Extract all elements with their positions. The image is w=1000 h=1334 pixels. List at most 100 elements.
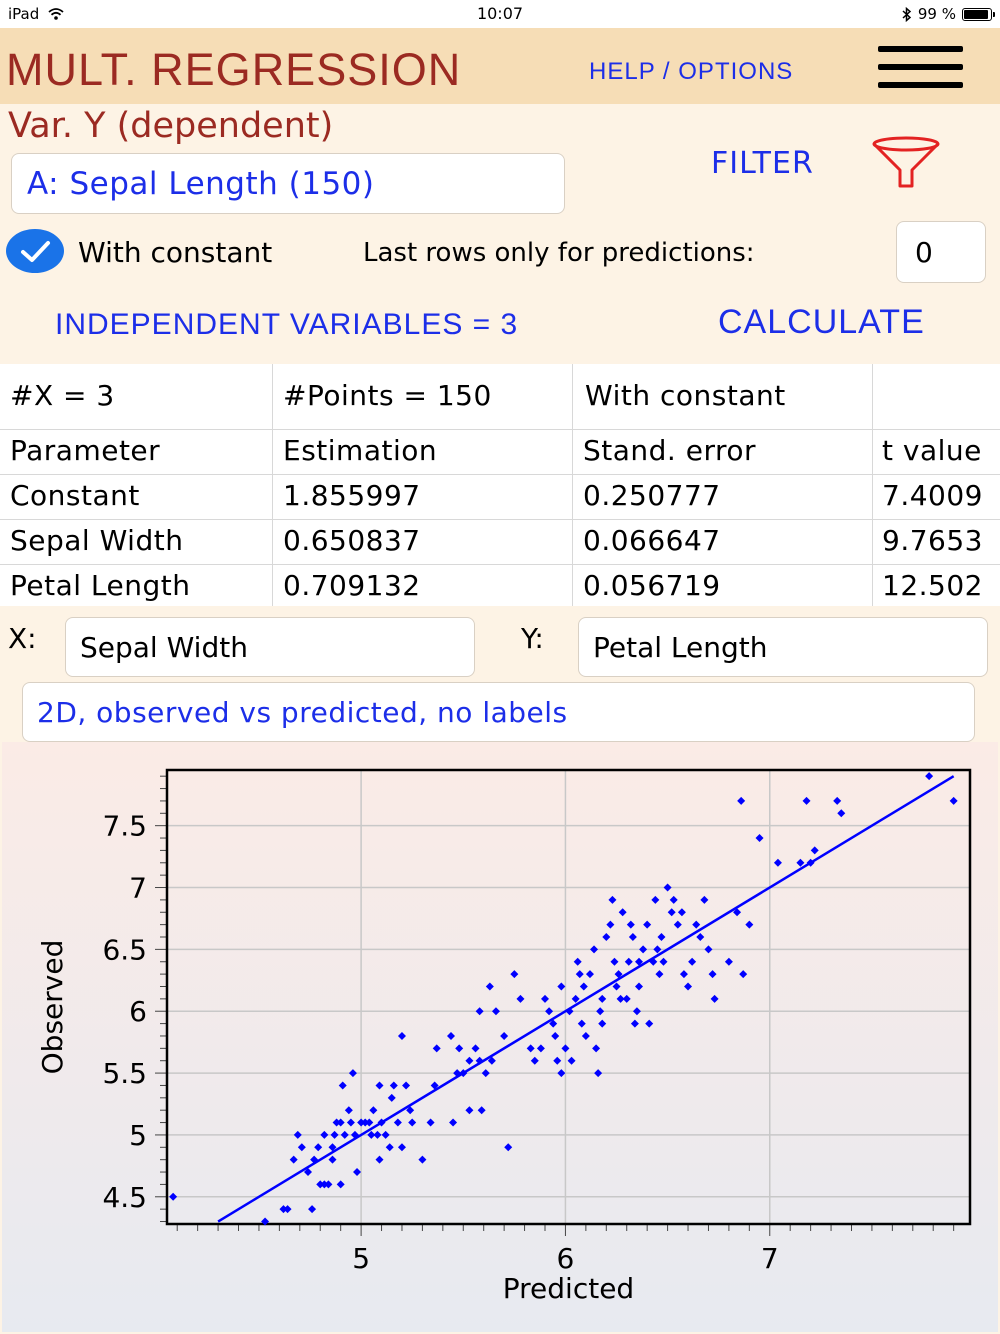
data-point [487, 1056, 496, 1065]
data-point [261, 1217, 270, 1226]
data-point [688, 957, 697, 966]
y-axis-select[interactable]: Petal Length [578, 617, 988, 677]
y-tick-label: 7.5 [102, 810, 147, 843]
x-axis-label: X: [8, 622, 37, 655]
data-point [806, 858, 815, 867]
funnel-icon[interactable] [870, 136, 942, 192]
data-point [303, 1168, 312, 1177]
data-point [455, 1044, 464, 1053]
x-axis-select[interactable]: Sepal Width [65, 617, 475, 677]
data-point [755, 834, 764, 843]
row-constant-name: Constant [10, 479, 140, 512]
data-point [639, 945, 648, 954]
data-point [393, 1118, 402, 1127]
data-point [308, 1205, 317, 1214]
data-point [369, 1106, 378, 1115]
data-point [373, 1130, 382, 1139]
y-variable-select[interactable]: A: Sepal Length (150) [11, 153, 565, 214]
data-point [293, 1130, 302, 1139]
data-point [561, 1044, 570, 1053]
row-sepalwidth-stderr: 0.066647 [583, 524, 721, 557]
data-point [530, 1056, 539, 1065]
data-point [745, 920, 754, 929]
data-point [590, 945, 599, 954]
data-point [594, 1069, 603, 1078]
y-tick-label: 4.5 [102, 1181, 147, 1214]
data-point [418, 1155, 427, 1164]
device-name: iPad [8, 5, 40, 23]
data-point [367, 1130, 376, 1139]
data-point [320, 1130, 329, 1139]
y-tick-label: 5.5 [102, 1057, 147, 1090]
data-point [297, 1143, 306, 1152]
status-right: 99 % [902, 5, 995, 23]
data-point [545, 1007, 554, 1016]
data-point [510, 970, 519, 979]
data-point [673, 920, 682, 929]
data-point [526, 1044, 535, 1053]
data-point [381, 1130, 390, 1139]
data-point [477, 1106, 486, 1115]
row-sepalwidth-estimate: 0.650837 [283, 524, 421, 557]
summary-constant: With constant [585, 379, 786, 412]
data-point [557, 1069, 566, 1078]
data-point [651, 895, 660, 904]
with-constant-checkbox[interactable] [6, 229, 64, 273]
data-point [516, 994, 525, 1003]
data-point [645, 1019, 654, 1028]
checkmark-icon [21, 241, 50, 262]
data-point [375, 1081, 384, 1090]
data-point [459, 1069, 468, 1078]
summary-x-count: #X = 3 [10, 379, 115, 412]
data-point [549, 1019, 558, 1028]
data-point [626, 920, 635, 929]
last-rows-label: Last rows only for predictions: [363, 238, 755, 268]
data-point [581, 1031, 590, 1040]
data-point [397, 1143, 406, 1152]
data-point [279, 1205, 288, 1214]
calculate-button[interactable]: CALCULATE [718, 303, 925, 341]
data-point [500, 1031, 509, 1040]
data-point [596, 1007, 605, 1016]
summary-points: #Points = 150 [283, 379, 492, 412]
data-point [389, 1081, 398, 1090]
independent-variables-button[interactable]: INDEPENDENT VARIABLES = 3 [55, 308, 519, 341]
plot-mode-select[interactable]: 2D, observed vs predicted, no labels [22, 682, 975, 742]
data-point [426, 1118, 435, 1127]
data-point [796, 858, 805, 867]
battery-percent: 99 % [917, 5, 956, 23]
data-point [481, 1069, 490, 1078]
data-point [328, 1143, 337, 1152]
x-tick-label: 5 [352, 1242, 370, 1275]
scatter-chart[interactable]: 5 6 7 4.5 5 5.5 6 6.5 7 7.5 Predicted Observed [2, 742, 998, 1332]
filter-button[interactable]: FILTER [711, 146, 814, 181]
data-point [696, 933, 705, 942]
data-point [536, 1044, 545, 1053]
data-point [802, 796, 811, 805]
data-point [833, 796, 842, 805]
header-parameter: Parameter [10, 434, 161, 467]
data-point [465, 1056, 474, 1065]
data-point [837, 809, 846, 818]
data-point [310, 1155, 319, 1164]
data-point [551, 1031, 560, 1040]
row-constant-stderr: 0.250777 [583, 479, 721, 512]
battery-icon [962, 7, 995, 21]
data-point [475, 1056, 484, 1065]
data-point [475, 1007, 484, 1016]
fit-line [217, 775, 955, 1223]
data-point [700, 895, 709, 904]
help-options-link[interactable]: HELP / OPTIONS [589, 58, 794, 85]
data-point [565, 1007, 574, 1016]
results-table[interactable]: #X = 3 #Points = 150 With constant Param… [0, 364, 1000, 606]
tick-labels: 5 6 7 4.5 5 5.5 6 6.5 7 7.5 [102, 810, 778, 1275]
data-point [350, 1130, 359, 1139]
hamburger-menu-icon[interactable] [878, 46, 963, 90]
data-point [737, 796, 746, 805]
last-rows-input[interactable]: 0 [896, 221, 986, 283]
app-header: MULT. REGRESSION HELP / OPTIONS [0, 28, 1000, 104]
data-point [314, 1143, 323, 1152]
data-point [610, 957, 619, 966]
chart-grid [167, 770, 970, 1224]
data-point [320, 1180, 329, 1189]
